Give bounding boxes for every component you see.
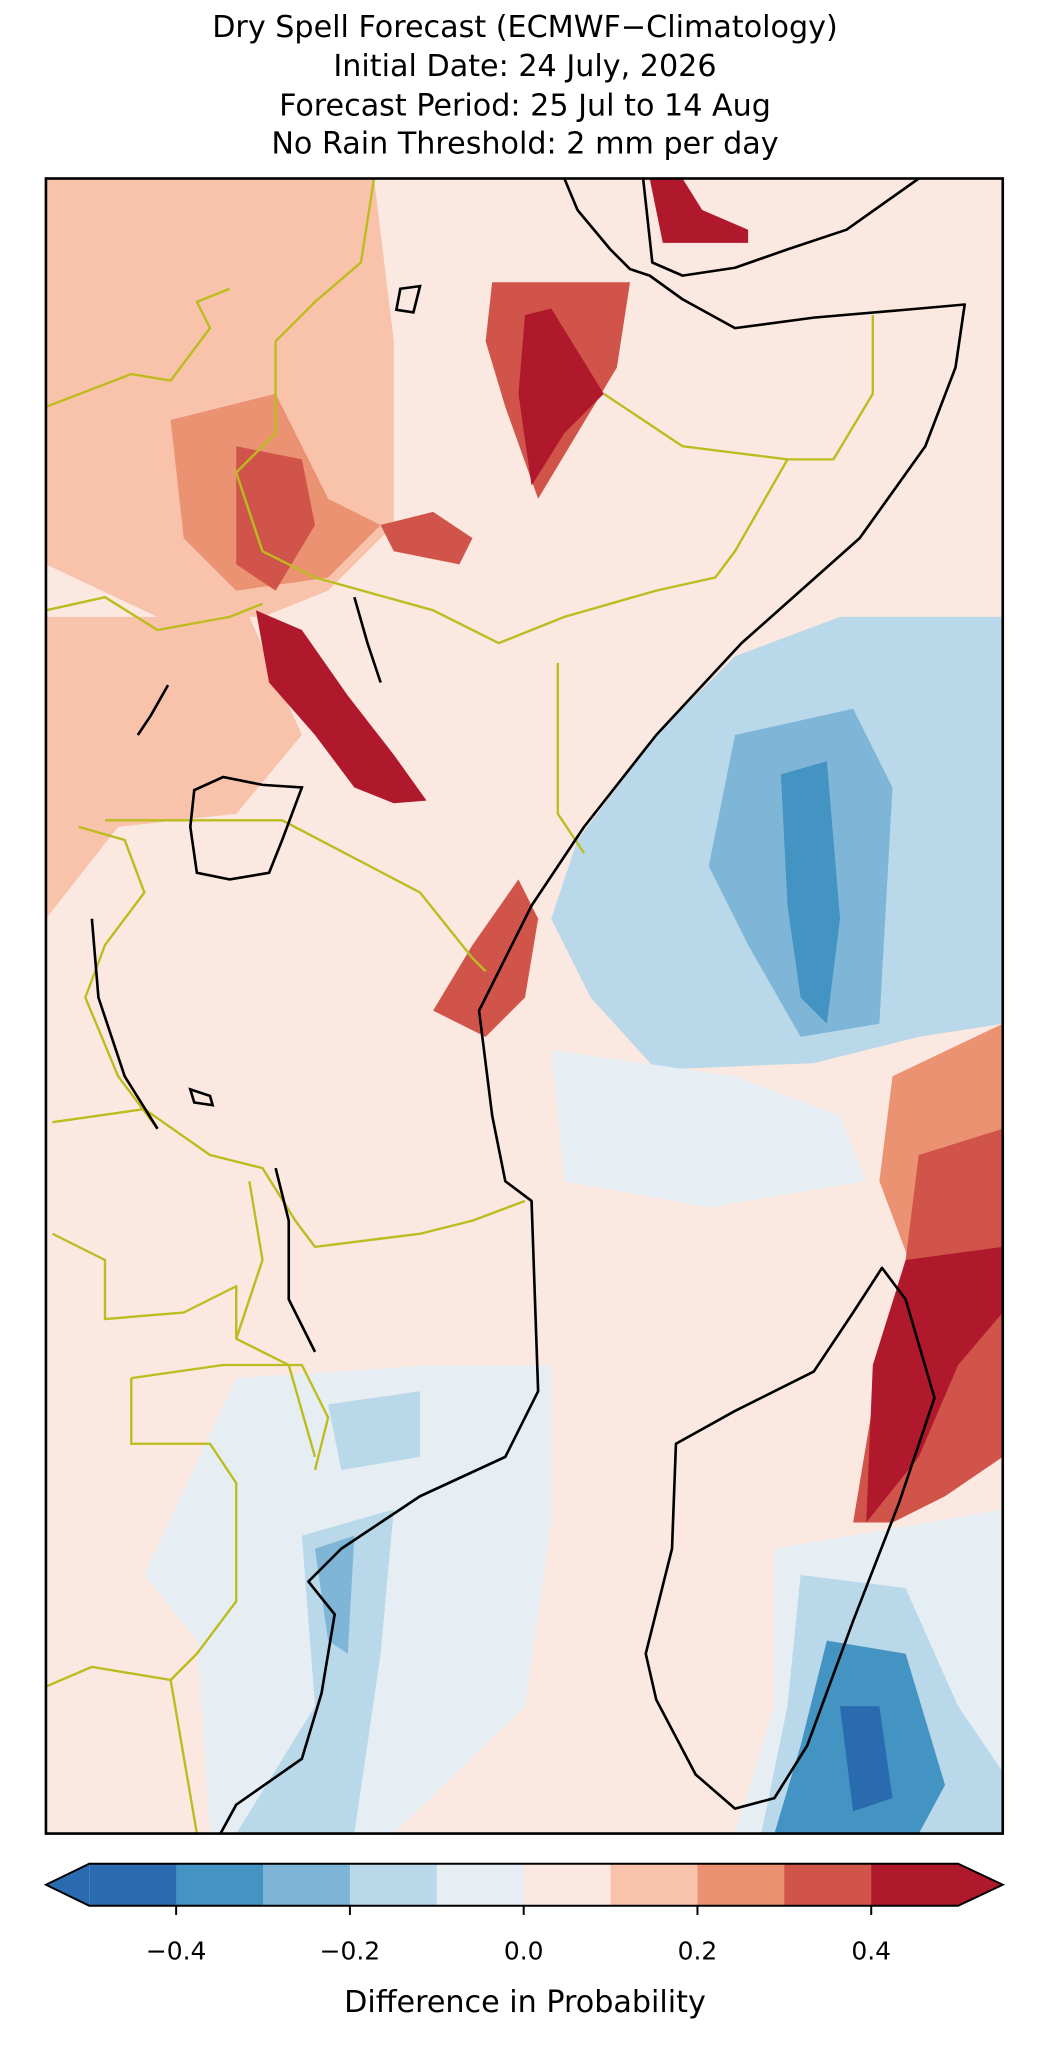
coastline	[219, 178, 966, 1834]
colorbar-tick-label: −0.2	[320, 1937, 381, 1966]
anomaly-region	[780, 761, 840, 1024]
anomaly-region	[328, 1391, 420, 1471]
anomaly-region	[236, 1509, 394, 1834]
map-frame	[44, 177, 1005, 1835]
country-border	[131, 1363, 330, 1471]
title-line: Dry Spell Forecast (ECMWF−Climatology)	[212, 10, 838, 45]
map	[45, 178, 1003, 1834]
country-border	[45, 1665, 171, 1688]
title-line: No Rain Threshold: 2 mm per day	[271, 127, 778, 162]
country-border	[105, 819, 487, 973]
colorbar-segment	[784, 1863, 872, 1906]
lake	[188, 1087, 215, 1107]
anomaly-region	[866, 1246, 1003, 1523]
colorbar-segment	[89, 1863, 177, 1906]
colorbar-segment	[523, 1863, 612, 1906]
country-border	[45, 287, 231, 408]
country-border	[130, 1378, 238, 1834]
colorbar-tick-label: 0.4	[851, 1937, 891, 1966]
colorbar-extend	[45, 1863, 90, 1906]
anomaly-region	[236, 446, 315, 591]
lake	[136, 684, 170, 736]
anomaly-region	[518, 308, 604, 486]
coastline	[641, 178, 920, 277]
title-line: Forecast Period: 25 Jul to 14 Aug	[279, 89, 771, 124]
lake	[90, 918, 159, 1130]
colorbar: −0.4 −0.2 0.0 0.2 0.4	[43, 1862, 1006, 1966]
colorbar-label: Difference in Probability	[344, 1985, 706, 2020]
lake	[353, 596, 382, 683]
colorbar-segment	[697, 1863, 786, 1906]
anomaly-region	[551, 1050, 867, 1208]
colorbar-tick-label: 0.2	[678, 1937, 718, 1966]
colorbar-tick-label: −0.4	[146, 1937, 207, 1966]
colorbar-segment	[610, 1863, 699, 1906]
lake	[274, 1167, 317, 1353]
colorbar-segment	[176, 1863, 264, 1906]
country-border	[603, 392, 788, 461]
colorbar-extend	[958, 1863, 1003, 1906]
colorbar-segment	[349, 1863, 438, 1906]
country-border	[235, 1181, 264, 1340]
anomaly-region	[255, 610, 427, 804]
anomaly-region	[380, 511, 473, 565]
anomaly-region	[649, 178, 749, 243]
anomaly-region	[840, 1706, 893, 1812]
colorbar-segment	[871, 1863, 959, 1906]
title: Dry Spell Forecast (ECMWF−Climatology) I…	[212, 10, 838, 162]
country-border	[235, 178, 874, 645]
country-border	[78, 825, 159, 1130]
country-border	[45, 596, 263, 632]
colorbar-segment	[263, 1863, 351, 1906]
anomaly-region	[433, 879, 539, 1037]
country-border	[51, 1232, 317, 1458]
lake	[188, 775, 304, 881]
colorbar-outline	[43, 1862, 1006, 1907]
lake	[394, 284, 422, 314]
title-line: Initial Date: 24 July, 2026	[333, 49, 716, 84]
colorbar-segment	[436, 1863, 525, 1906]
country-border	[52, 1107, 526, 1249]
coastline	[644, 1266, 936, 1810]
colorbar-tick-label: 0.0	[504, 1937, 544, 1966]
anomaly-region	[45, 616, 302, 919]
